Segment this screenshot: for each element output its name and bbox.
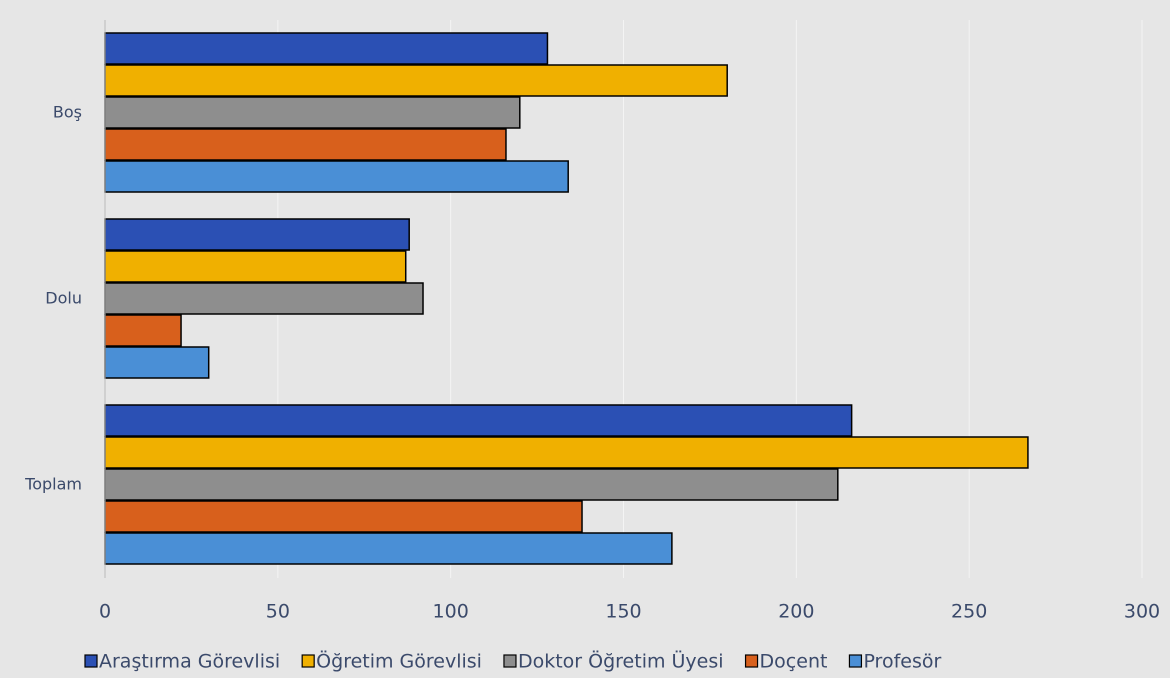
legend-swatch <box>848 654 863 668</box>
bar <box>104 532 673 565</box>
bar <box>104 500 583 533</box>
bar <box>104 64 728 97</box>
bar <box>104 314 182 347</box>
legend-label: Öğretim Görevlisi <box>316 650 482 673</box>
x-tick-label: 0 <box>99 601 111 623</box>
legend-label: Profesör <box>863 651 941 673</box>
x-tick-label: 200 <box>778 601 814 623</box>
bar <box>104 436 1029 469</box>
bar <box>104 160 569 193</box>
bar <box>104 404 853 437</box>
legend-label: Araştırma Görevlisi <box>99 651 280 673</box>
x-tick-label: 100 <box>433 601 469 623</box>
legend-swatch <box>744 654 759 668</box>
y-tick-label: Toplam <box>24 475 82 494</box>
x-tick-label: 250 <box>951 601 987 623</box>
legend-label: Doçent <box>760 651 828 673</box>
x-tick-label: 50 <box>266 601 290 623</box>
legend-swatch <box>84 654 98 668</box>
legend-swatch <box>503 654 517 668</box>
x-tick-label: 150 <box>605 601 641 623</box>
x-tick-label: 300 <box>1124 601 1160 623</box>
bar <box>104 32 549 65</box>
bar <box>104 346 210 379</box>
bar <box>104 128 507 161</box>
bar <box>104 96 521 129</box>
y-tick-label: Boş <box>53 103 82 122</box>
bar <box>104 218 410 251</box>
legend-label: Doktor Öğretim Üyesi <box>518 650 724 673</box>
bar <box>104 250 407 283</box>
bar <box>104 282 424 315</box>
bar <box>104 468 839 501</box>
legend-swatch <box>301 654 315 668</box>
y-tick-label: Dolu <box>45 289 82 308</box>
